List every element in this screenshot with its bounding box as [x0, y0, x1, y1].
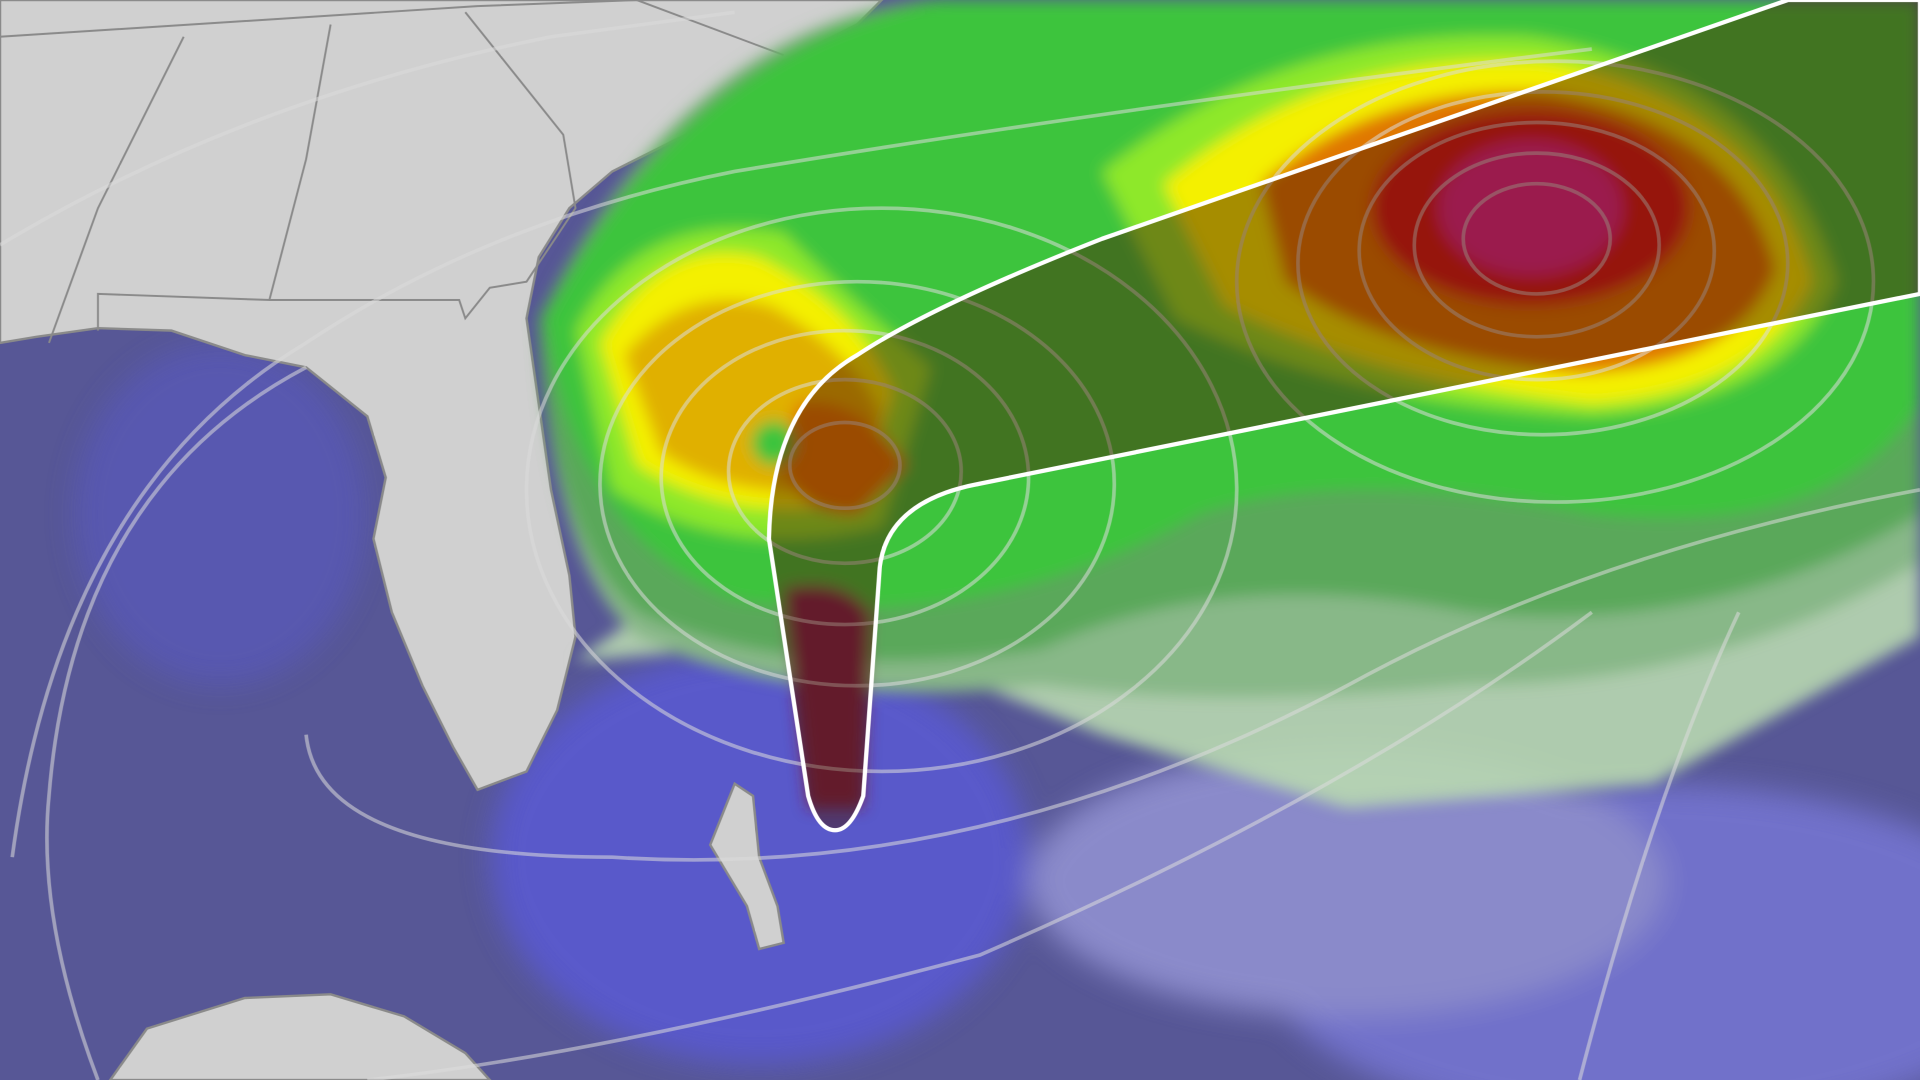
isobars: [0, 10, 1920, 1080]
forecast-cone: [766, 0, 1920, 833]
precipitation-field: [538, 0, 1920, 809]
land: [0, 0, 884, 1080]
